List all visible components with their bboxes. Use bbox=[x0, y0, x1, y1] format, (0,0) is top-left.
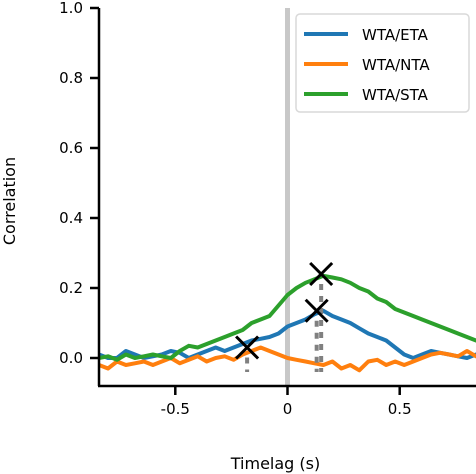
legend: WTA/ETA WTA/NTA WTA/STA bbox=[295, 13, 470, 113]
y-tick-label: 0.2 bbox=[59, 279, 83, 297]
series-line-wta-nta bbox=[99, 345, 476, 373]
legend-box bbox=[295, 13, 470, 113]
legend-entry-label: WTA/ETA bbox=[362, 26, 429, 44]
y-tick-label: 0.0 bbox=[59, 349, 83, 367]
peak-marker bbox=[235, 335, 260, 360]
peak-marker bbox=[309, 261, 334, 287]
y-tick-label: 1.0 bbox=[59, 0, 83, 17]
series-line-wta-sta bbox=[99, 273, 476, 362]
peak-marker bbox=[304, 298, 329, 323]
legend-entry-label: WTA/NTA bbox=[362, 56, 430, 74]
x-axis-label: Timelag (s) bbox=[230, 454, 320, 473]
y-axis-label: Correlation bbox=[0, 157, 19, 245]
legend-entry-label: WTA/STA bbox=[362, 86, 429, 104]
x-tick-label: 0 bbox=[283, 400, 293, 418]
plot-area bbox=[99, 8, 476, 386]
y-tick-label: 0.6 bbox=[59, 139, 83, 157]
y-tick-label: 0.4 bbox=[59, 209, 83, 227]
x-tick-label: -0.5 bbox=[161, 400, 190, 418]
y-tick-label: 0.8 bbox=[59, 69, 83, 87]
x-tick-label: 0.5 bbox=[388, 400, 412, 418]
